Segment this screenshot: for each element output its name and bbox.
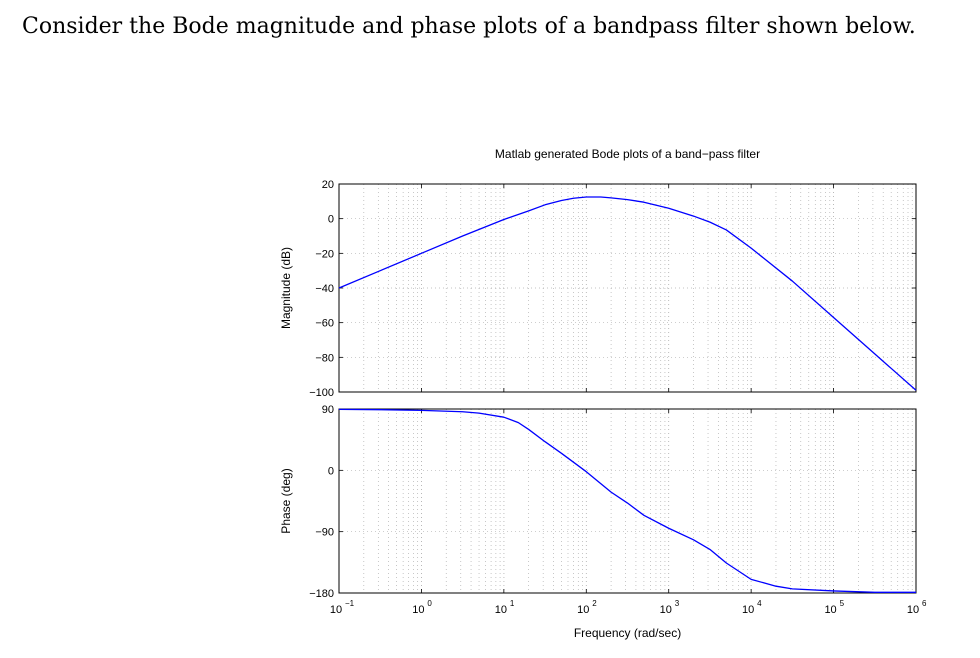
y-tick-label: −180 — [309, 588, 334, 600]
magnitude-y-axis-label: Magnitude (dB) — [279, 247, 293, 329]
intro-text: Consider the Bode magnitude and phase pl… — [22, 14, 916, 39]
x-tick-label: 10 — [907, 604, 919, 616]
magnitude-panel: 20 0 −20 −40 −60 −80 −100 Magnitude (dB) Matlab … — [279, 147, 917, 399]
x-tick-exponent: 0 — [427, 599, 432, 608]
x-tick-label: 10 — [742, 604, 754, 616]
x-tick-exponent: −1 — [345, 599, 355, 608]
x-tick-exponent: 5 — [840, 599, 845, 608]
x-tick-label: 10 — [495, 604, 507, 616]
y-tick-label: 0 — [328, 465, 334, 477]
y-tick-label: −100 — [309, 387, 334, 399]
y-tick-label: −60 — [315, 318, 334, 330]
x-tick-exponent: 2 — [592, 599, 597, 608]
x-tick-exponent: 6 — [922, 599, 927, 608]
x-tick-label: 10 — [412, 604, 424, 616]
y-tick-label: −40 — [315, 283, 334, 295]
phase-series-line — [338, 408, 916, 593]
y-tick-label: 20 — [322, 179, 334, 191]
x-tick-label: 10 — [577, 604, 589, 616]
y-tick-label: −20 — [315, 248, 334, 260]
phase-axes-box — [338, 408, 917, 594]
magnitude-series-line — [338, 196, 917, 391]
y-tick-label: −80 — [315, 352, 334, 364]
x-tick-exponent: 1 — [510, 599, 515, 608]
x-tick-label: 10 — [660, 604, 672, 616]
chart-title: Matlab generated Bode plots of a band−pa… — [495, 147, 760, 161]
x-tick-exponent: 3 — [675, 599, 680, 608]
x-tick-label: 10 — [824, 604, 836, 616]
x-axis-label: Frequency (rad/sec) — [574, 626, 681, 640]
y-tick-label: −90 — [315, 527, 334, 539]
x-tick-label: 10 — [330, 604, 342, 616]
x-tick-exponent: 4 — [757, 599, 762, 608]
y-tick-label: 90 — [322, 404, 334, 416]
y-tick-label: 0 — [328, 214, 334, 226]
phase-y-axis-label: Phase (deg) — [279, 468, 293, 533]
